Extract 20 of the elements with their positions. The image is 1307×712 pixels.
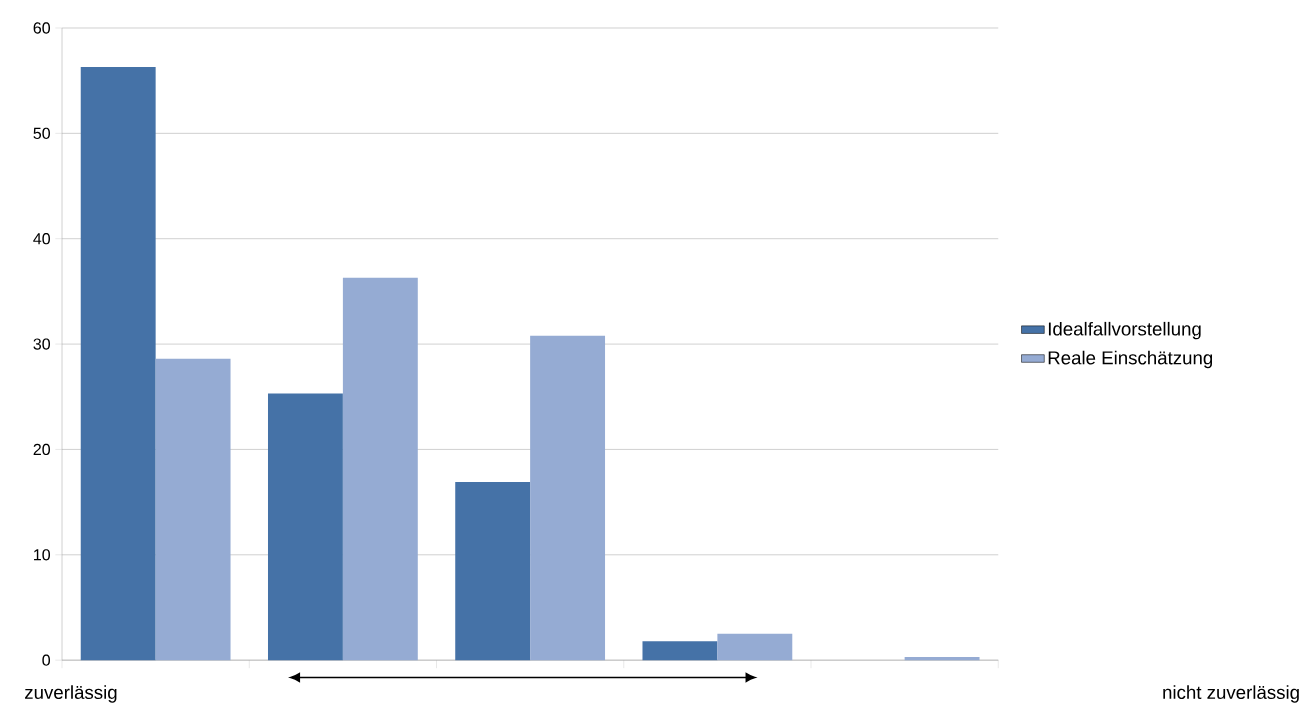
bar bbox=[642, 641, 718, 661]
text: zuverlässig bbox=[25, 685, 117, 703]
legend-label: Idealfallvorstellung bbox=[1048, 321, 1201, 340]
y-tick-label: 60 bbox=[33, 22, 51, 34]
text: nicht zuverlässig bbox=[1163, 685, 1299, 703]
bar bbox=[904, 656, 980, 661]
y-tick-label: 40 bbox=[33, 232, 51, 245]
legend-label: Reale Einschätzung bbox=[1048, 350, 1213, 369]
y-tick-label: 50 bbox=[33, 127, 51, 139]
y-tick-label: 0 bbox=[42, 654, 51, 666]
bar bbox=[342, 277, 418, 661]
y-tick-label: 20 bbox=[33, 443, 51, 456]
bar bbox=[530, 335, 606, 661]
bar bbox=[155, 358, 231, 661]
bar bbox=[455, 482, 531, 661]
bar bbox=[80, 66, 156, 661]
bar bbox=[717, 633, 793, 661]
y-tick-label: 30 bbox=[33, 338, 51, 350]
y-tick-label: 10 bbox=[34, 549, 51, 561]
bar bbox=[267, 393, 343, 661]
